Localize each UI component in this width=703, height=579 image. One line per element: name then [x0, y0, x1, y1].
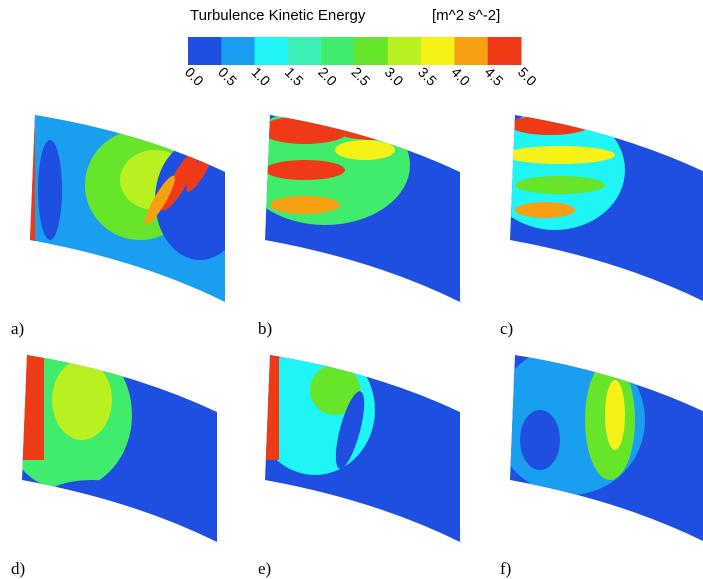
colorbar-swatch — [188, 37, 222, 65]
figure: Turbulence Kinetic Energy [m^2 s^-2] 0.0… — [0, 0, 703, 579]
panel-label: c) — [500, 319, 513, 338]
panel-label: d) — [11, 559, 25, 578]
contour-f — [495, 345, 703, 550]
colorbar-swatch — [255, 37, 289, 65]
contour-d — [2, 340, 222, 550]
colorbar-title: Turbulence Kinetic Energy — [190, 7, 366, 24]
colorbar-swatch — [355, 37, 389, 65]
page: {"colorbar": {"title": "Turbulence Kinet… — [0, 0, 703, 579]
panel-label: a) — [11, 319, 24, 338]
colorbar-swatch — [488, 37, 522, 65]
panel-label: e) — [258, 559, 271, 578]
colorbar-tick-label: 2.0 — [315, 64, 340, 89]
colorbar-tick-label: 1.5 — [282, 64, 307, 89]
contour-e — [255, 345, 465, 550]
colorbar-tick-label: 0.0 — [182, 64, 207, 89]
colorbar-swatch — [221, 37, 255, 65]
colorbar-tick-label: 2.5 — [348, 64, 373, 89]
contour-b — [240, 105, 465, 310]
contour-c — [485, 110, 703, 310]
colorbar: 0.0 0.5 1.0 1.5 2.0 2.5 3.0 3.5 4.0 4.5 5.0 — [182, 37, 540, 89]
colorbar-unit: [m^2 s^-2] — [432, 7, 500, 24]
colorbar-swatch — [388, 37, 422, 65]
contour-a — [30, 110, 245, 310]
colorbar-tick-label: 4.0 — [448, 64, 473, 89]
colorbar-tick-label: 3.0 — [382, 64, 407, 89]
colorbar-tick-label: 3.5 — [415, 64, 440, 89]
colorbar-swatch — [421, 37, 455, 65]
colorbar-tick-label: 4.5 — [482, 64, 507, 89]
colorbar-swatch — [288, 37, 322, 65]
colorbar-swatch — [454, 37, 488, 65]
colorbar-swatch — [321, 37, 355, 65]
colorbar-tick-label: 1.0 — [248, 64, 273, 89]
panel-label: f) — [500, 559, 511, 578]
colorbar-tick-label: 0.5 — [215, 64, 240, 89]
panel-label: b) — [258, 319, 272, 338]
colorbar-tick-label: 5.0 — [515, 64, 540, 89]
